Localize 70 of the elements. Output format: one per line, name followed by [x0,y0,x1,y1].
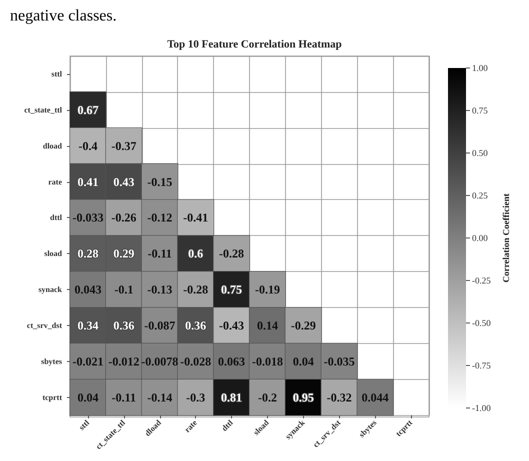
chart-title: Top 10 Feature Correlation Heatmap [167,38,342,50]
data-label: 0.063 [218,354,246,368]
data-label: -0.11 [148,246,172,261]
y-tick-label: rate [48,177,62,186]
data-label: 0.34 [77,318,98,333]
color-bar-title: Correlation Coefficient [501,193,511,283]
color-bar-label: 0.75 [472,106,488,116]
color-bar-label: -1.00 [472,403,492,413]
data-label: -0.028 [180,354,212,368]
data-label: -0.19 [254,282,280,297]
data-label: 0.28 [77,246,98,261]
color-bar-label: -0.25 [472,276,492,286]
data-label: 0.043 [74,282,102,297]
data-label: 0.41 [77,174,98,189]
color-bar-label: 1.00 [472,63,488,73]
text: negative classes. [10,8,117,24]
data-label: -0.021 [72,354,104,368]
y-tick-label: tcprtt [42,392,62,402]
color-bar-label: -0.50 [472,318,492,328]
data-label: -0.29 [290,318,316,333]
data-label: 0.04 [292,354,314,368]
data-label: -0.11 [112,390,136,404]
data-label: -0.2 [258,390,277,404]
x-tick-label: rate [182,418,200,434]
data-label: -0.43 [219,318,244,333]
data-label: 0.044 [362,390,389,404]
y-tick-label: ct_state_ttl [24,105,63,114]
data-label: -0.012 [108,354,140,368]
y-tick-label: ct_srv_dst [26,321,62,330]
data-label: -0.1 [114,282,134,297]
data-label: -0.37 [111,138,136,153]
data-label: 0.6 [188,246,204,261]
y-tick-label: dttl [50,213,63,222]
data-label: -0.28 [183,282,208,297]
data-label: -0.087 [144,318,176,333]
data-label: -0.15 [147,174,172,189]
data-label: 0.04 [77,390,98,404]
data-label: -0.12 [147,210,172,225]
y-tick-label: synack [38,285,63,294]
data-label: -0.3 [186,390,206,404]
y-tick-label: dload [42,141,63,150]
data-label: -0.035 [324,354,355,368]
x-tick-label: sttl [77,418,92,432]
data-label: 0.43 [113,174,134,189]
data-label: -0.018 [252,354,283,368]
data-label: -0.13 [147,282,172,297]
data-label: -0.14 [147,390,172,404]
color-bar-label: 0.00 [472,233,488,243]
x-tick-label: dttl [220,418,236,434]
data-label: 0.75 [221,282,242,297]
data-label: -0.28 [219,246,244,261]
color-bar-label: -0.75 [472,360,492,370]
y-tick-label: sload [44,249,63,258]
data-label: 0.36 [185,318,206,333]
data-label: -0.41 [183,210,208,225]
data-label: 0.95 [292,390,314,404]
data-label: 0.81 [221,390,242,404]
data-label: 0.14 [256,318,278,333]
data-label: 0.29 [113,246,134,261]
data-label: -0.26 [111,210,136,225]
y-tick-label: sbytes [41,356,62,366]
data-label: 0.67 [77,102,98,117]
data-label: 0.36 [113,318,134,333]
data-label: -0.033 [72,210,104,225]
color-bar-label: 0.50 [472,148,488,158]
data-label: -0.4 [78,138,98,153]
color-bar-label: 0.25 [472,190,488,200]
y-tick-label: sttl [51,69,63,78]
data-label: -0.32 [326,390,352,404]
data-label: -0.0078 [141,354,178,368]
